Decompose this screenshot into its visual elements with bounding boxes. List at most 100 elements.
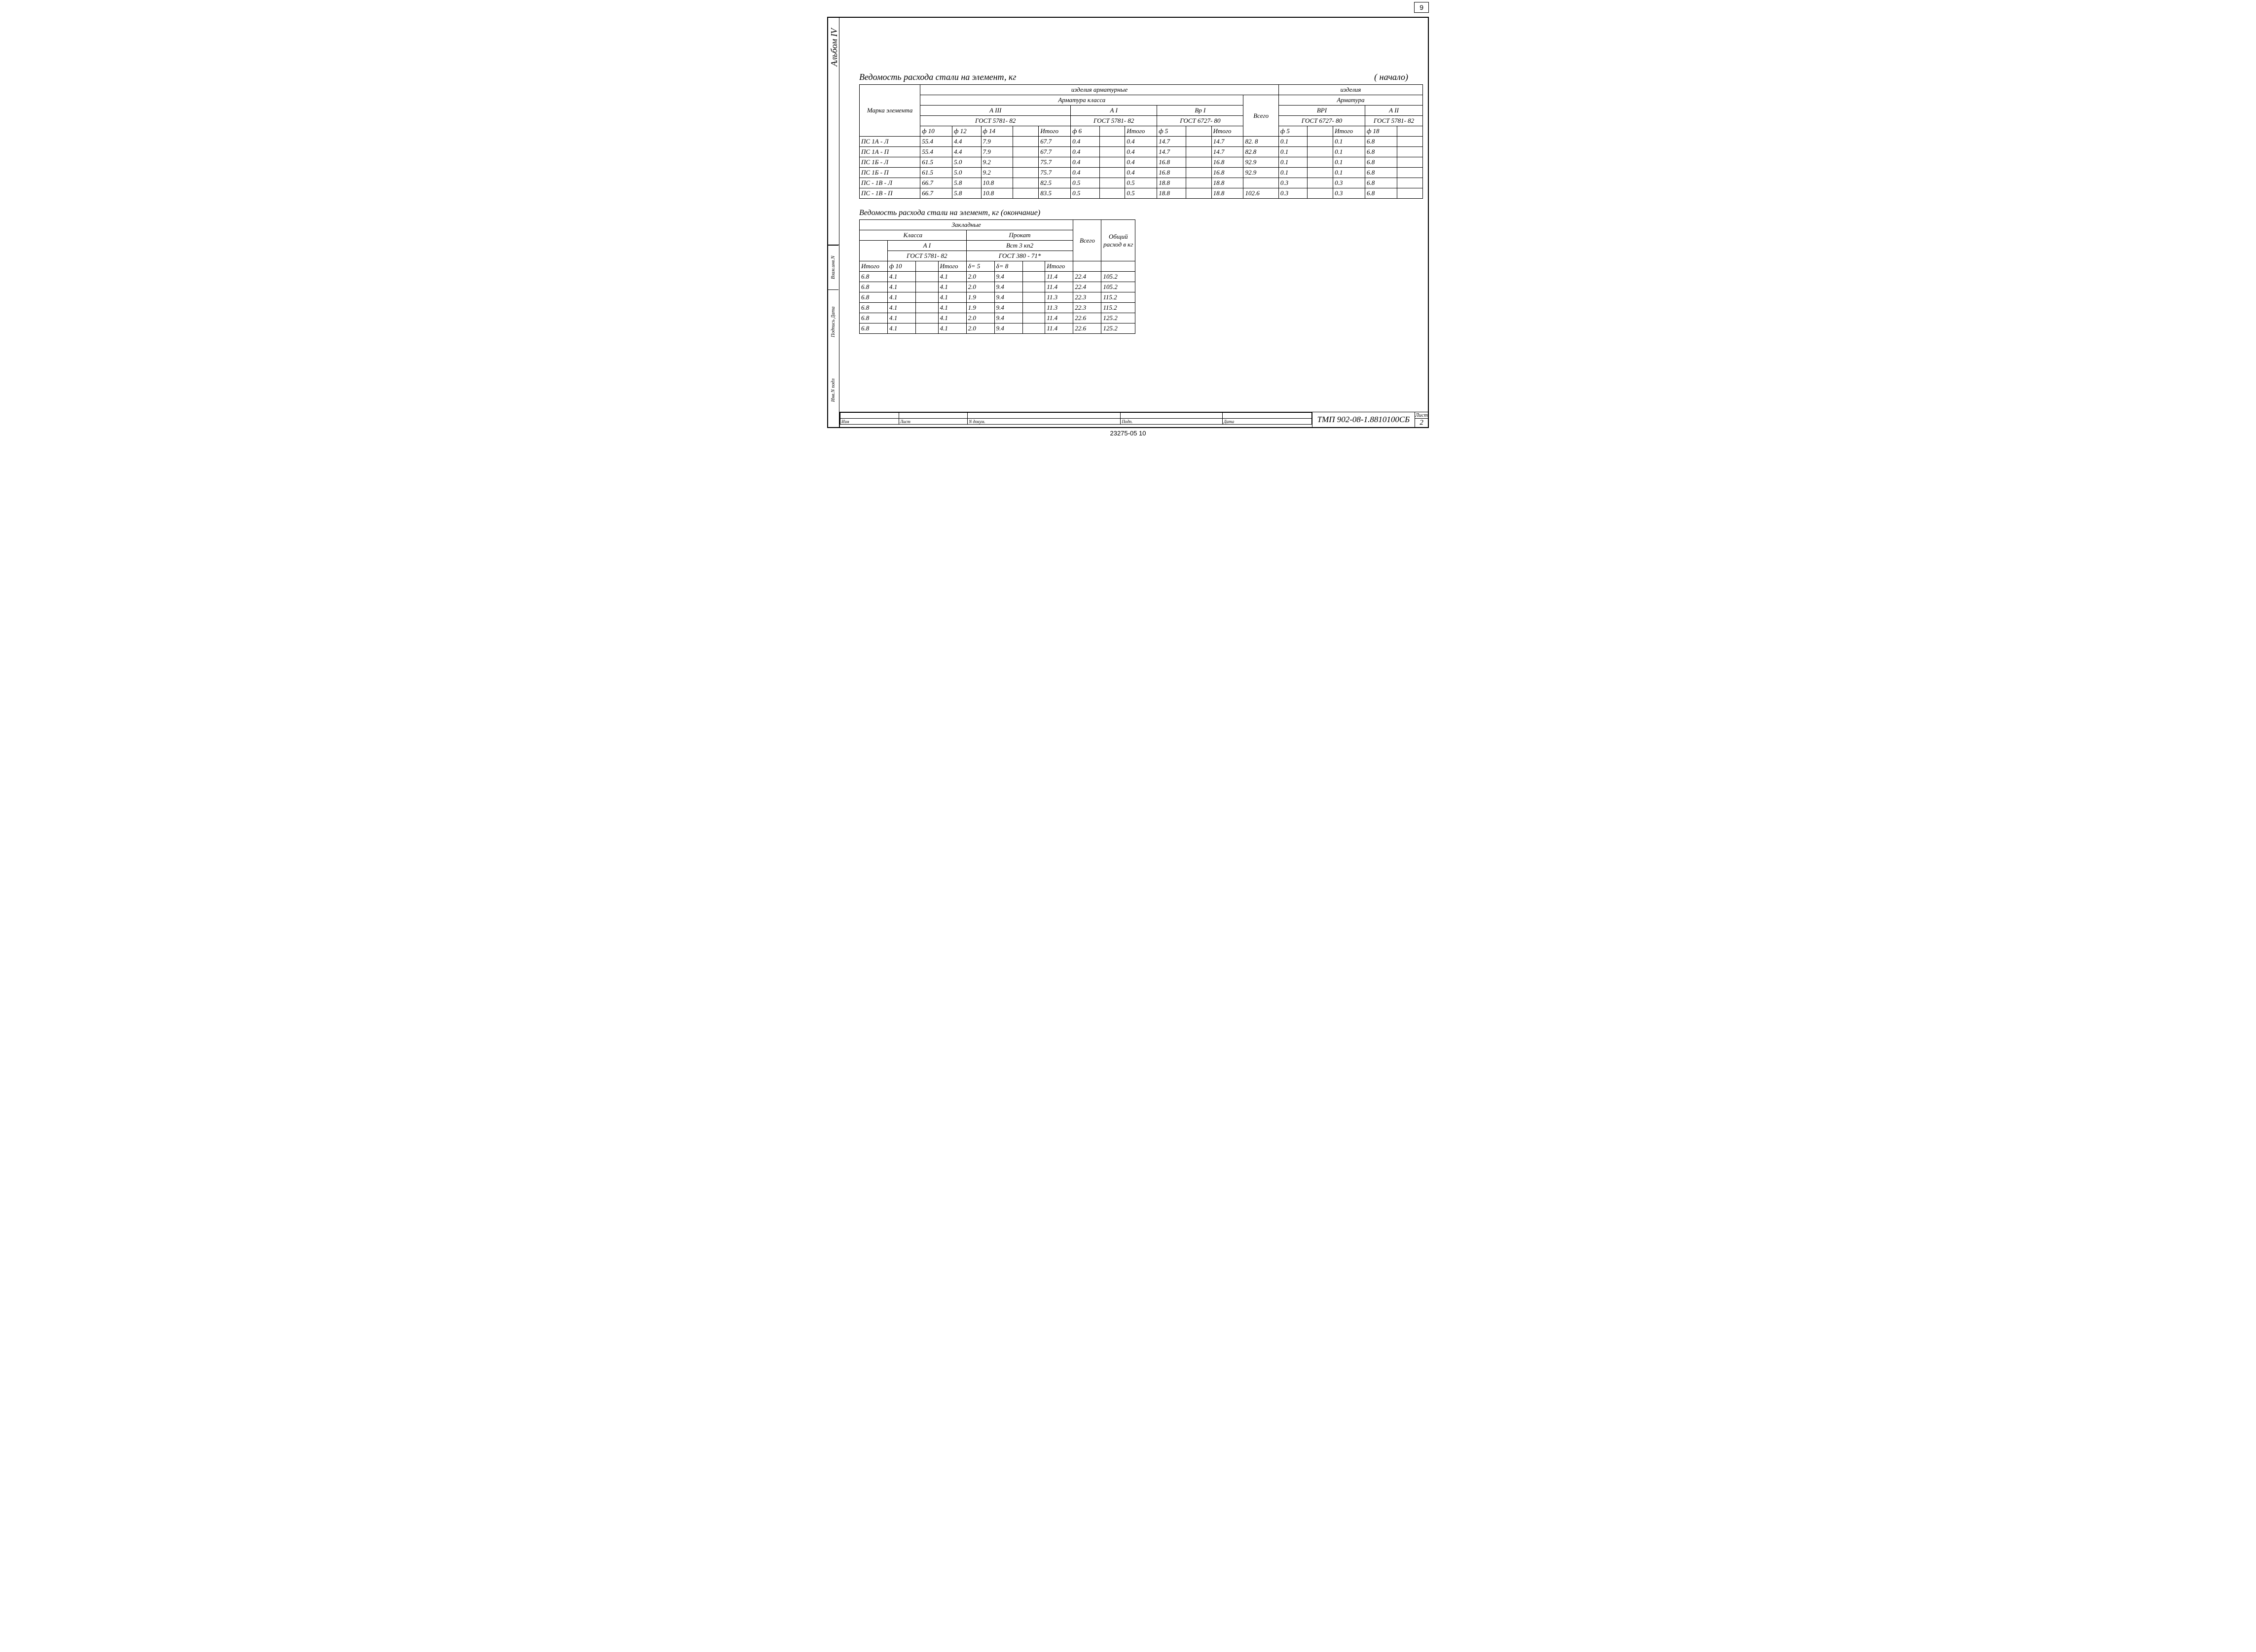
t1-header-row-4: ГОСТ 5781- 82 ГОСТ 5781- 82 ГОСТ 6727- 8…	[860, 116, 1423, 126]
data-cell: 4.1	[938, 292, 966, 303]
mark-cell: ПС 1А - Л	[860, 137, 920, 147]
rev-h-izm: Изм	[840, 419, 899, 425]
data-cell	[1397, 137, 1422, 147]
h-vsego: Всего	[1243, 95, 1278, 137]
data-cell: 16.8	[1157, 157, 1186, 168]
data-cell: 55.4	[920, 147, 952, 157]
data-cell: 18.8	[1157, 188, 1186, 199]
data-cell: 0.4	[1071, 157, 1099, 168]
t1-header-row-2: Арматура класса Всего Арматура	[860, 95, 1423, 106]
title-block-sheet: Лист 2	[1415, 412, 1428, 427]
data-cell: 0.3	[1278, 178, 1307, 188]
steel-table-2: Закладные Всего Общий расход в кг Класса…	[859, 219, 1135, 334]
data-cell	[1099, 178, 1125, 188]
h-itogo2: Итого	[1125, 126, 1157, 137]
data-cell: 9.4	[994, 272, 1022, 282]
data-cell	[1022, 282, 1045, 292]
data-cell: 16.8	[1211, 157, 1243, 168]
data-cell: 67.7	[1039, 147, 1071, 157]
data-cell	[1308, 178, 1333, 188]
h-a1: А I	[1071, 106, 1157, 116]
data-cell: 6.8	[860, 272, 888, 282]
table-row: ПС 1Б - П61.55.09.275.70.40.416.816.892.…	[860, 168, 1423, 178]
sheet-num: 2	[1415, 419, 1428, 427]
data-cell: 125.2	[1101, 313, 1135, 323]
data-cell	[1022, 313, 1045, 323]
data-cell: 0.5	[1125, 188, 1157, 199]
data-cell: 4.1	[888, 313, 916, 323]
data-cell: 5.0	[952, 168, 981, 178]
h-gost4: ГОСТ 6727- 80	[1278, 116, 1365, 126]
h-armatura: Арматура	[1278, 95, 1422, 106]
rev-h-podp: Подп.	[1121, 419, 1223, 425]
h-vsego2: Всего	[1073, 220, 1101, 261]
h-f6: ф 6	[1071, 126, 1099, 137]
t2-h5: Итого ф 10 Итого δ= 5 δ= 8 Итого	[860, 261, 1135, 272]
data-cell: 75.7	[1039, 168, 1071, 178]
rev-h-list: Лист	[899, 419, 967, 425]
data-cell: 82.5	[1039, 178, 1071, 188]
data-cell	[1186, 178, 1211, 188]
h-izdeliya1: изделия арматурные	[920, 85, 1279, 95]
h-blank	[1022, 261, 1045, 272]
data-cell: 5.0	[952, 157, 981, 168]
table1-title-suffix: ( начало)	[1374, 72, 1408, 82]
data-cell: 0.1	[1333, 137, 1365, 147]
data-cell: 6.8	[860, 292, 888, 303]
data-cell	[1397, 157, 1422, 168]
data-cell: 102.6	[1243, 188, 1278, 199]
data-cell: 92.9	[1243, 157, 1278, 168]
data-cell: 16.8	[1157, 168, 1186, 178]
data-cell: 4.1	[888, 323, 916, 334]
data-cell: 1.9	[966, 303, 994, 313]
h-blank	[1099, 126, 1125, 137]
table-row: ПС 1А - П55.44.47.967.70.40.414.714.782.…	[860, 147, 1423, 157]
data-cell: 11.4	[1045, 313, 1073, 323]
data-cell: 0.1	[1278, 137, 1307, 147]
h-itogo1: Итого	[1039, 126, 1071, 137]
data-cell	[1308, 168, 1333, 178]
h-gost-t2a: ГОСТ 5781- 82	[888, 251, 967, 261]
data-cell	[1099, 188, 1125, 199]
data-cell: 0.4	[1125, 168, 1157, 178]
h-a1b: А I	[888, 241, 967, 251]
h-zakl: Закладные	[860, 220, 1073, 230]
data-cell: 6.8	[860, 282, 888, 292]
data-cell: 4.1	[938, 272, 966, 282]
data-cell: 16.8	[1211, 168, 1243, 178]
data-cell	[1013, 147, 1039, 157]
data-cell: 14.7	[1211, 137, 1243, 147]
data-cell: 61.5	[920, 157, 952, 168]
h-blank	[1397, 126, 1422, 137]
side-label-2: Подпись Дата	[828, 289, 838, 354]
table2-wrap: Закладные Всего Общий расход в кг Класса…	[859, 219, 1135, 334]
table-row: 6.84.14.12.09.411.422.4105.2	[860, 272, 1135, 282]
steel-table-1: Марка элемента изделия арматурные издели…	[859, 84, 1423, 199]
data-cell: 0.4	[1071, 147, 1099, 157]
data-cell: 6.8	[1365, 188, 1397, 199]
h-blank	[1308, 126, 1333, 137]
data-cell	[1099, 137, 1125, 147]
data-cell: 125.2	[1101, 323, 1135, 334]
data-cell	[1243, 178, 1278, 188]
data-cell: 0.5	[1125, 178, 1157, 188]
t2-h1: Закладные Всего Общий расход в кг	[860, 220, 1135, 230]
data-cell: 4.1	[938, 282, 966, 292]
h-gost-t2b: ГОСТ 380 - 71*	[966, 251, 1073, 261]
data-cell: 82. 8	[1243, 137, 1278, 147]
h-bp1b: ВРI	[1278, 106, 1365, 116]
data-cell: 22.6	[1073, 323, 1101, 334]
data-cell: 10.8	[981, 188, 1013, 199]
data-cell: 22.3	[1073, 292, 1101, 303]
doc-code2: 10100СБ	[1378, 415, 1410, 425]
h-bp1: Вр I	[1157, 106, 1243, 116]
rev-h-ndoc: N докум.	[968, 419, 1121, 425]
data-cell	[1186, 168, 1211, 178]
table-row: ПС - 1В - Л66.75.810.882.50.50.518.818.8…	[860, 178, 1423, 188]
data-cell: 6.8	[1365, 178, 1397, 188]
data-cell	[1013, 188, 1039, 199]
h-prokat: Прокат	[966, 230, 1073, 241]
data-cell: 4.1	[938, 303, 966, 313]
data-cell: 18.8	[1211, 188, 1243, 199]
data-cell	[1013, 137, 1039, 147]
